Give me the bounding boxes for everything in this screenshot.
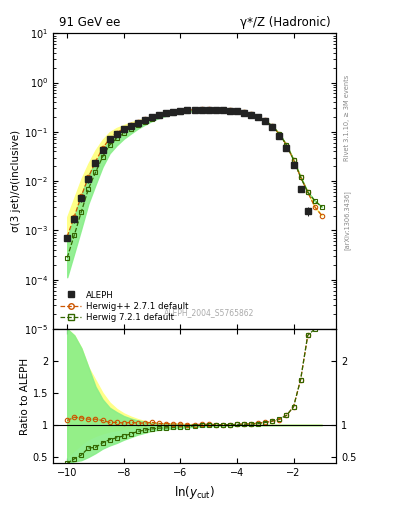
Text: γ*/Z (Hadronic): γ*/Z (Hadronic)	[240, 16, 331, 29]
X-axis label: $\mathrm{ln}(y_\mathrm{cut})$: $\mathrm{ln}(y_\mathrm{cut})$	[174, 484, 215, 501]
Text: [arXiv:1306.3436]: [arXiv:1306.3436]	[344, 190, 351, 250]
Text: Rivet 3.1.10, ≥ 3M events: Rivet 3.1.10, ≥ 3M events	[344, 75, 350, 161]
Legend: ALEPH, Herwig++ 2.7.1 default, Herwig 7.2.1 default: ALEPH, Herwig++ 2.7.1 default, Herwig 7.…	[57, 288, 191, 325]
Y-axis label: Ratio to ALEPH: Ratio to ALEPH	[20, 357, 30, 435]
Text: 91 GeV ee: 91 GeV ee	[59, 16, 120, 29]
Text: ALEPH_2004_S5765862: ALEPH_2004_S5765862	[163, 308, 254, 317]
Y-axis label: σ(3 jet)/σ(inclusive): σ(3 jet)/σ(inclusive)	[11, 130, 21, 232]
